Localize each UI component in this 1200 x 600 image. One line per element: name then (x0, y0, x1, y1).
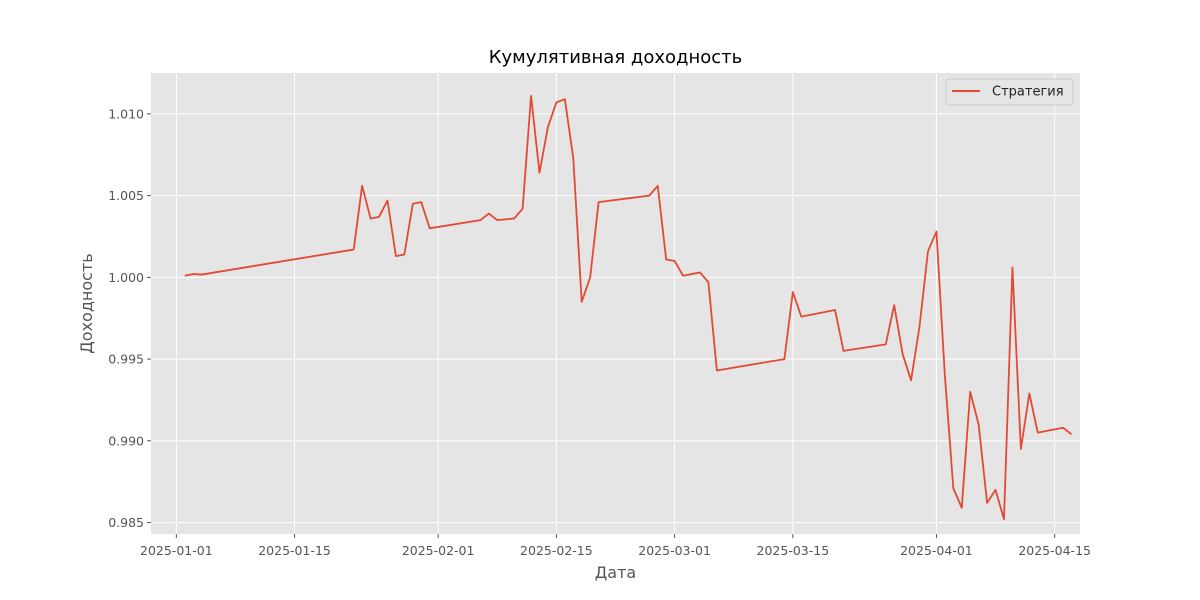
x-axis-label: Дата (595, 563, 636, 582)
x-tick-label: 2025-04-15 (1018, 543, 1091, 558)
legend-label: Стратегия (992, 85, 1064, 100)
y-axis-ticks: 0.985 0.990 0.995 1.000 1.005 1.010 (108, 106, 151, 530)
y-tick-label: 0.985 (108, 515, 144, 530)
chart-title: Кумулятивная доходность (489, 47, 742, 68)
y-axis-label: Доходность (77, 253, 96, 353)
x-tick-label: 2025-01-01 (140, 543, 213, 558)
series-line-strategy (184, 94, 1073, 521)
x-tick-label: 2025-02-01 (402, 543, 475, 558)
x-axis-ticks: 2025-01-01 2025-01-15 2025-02-01 2025-02-15… (140, 534, 1091, 558)
y-tick-label: 1.000 (108, 270, 144, 285)
legend: Стратегия (945, 78, 1074, 106)
x-tick-label: 2025-01-15 (258, 543, 331, 558)
x-tick-label: 2025-04-01 (900, 543, 973, 558)
x-tick-label: 2025-03-15 (757, 543, 830, 558)
x-tick-label: 2025-03-01 (638, 543, 711, 558)
grid (151, 73, 1080, 534)
y-tick-label: 0.995 (108, 352, 144, 367)
x-tick-label: 2025-02-15 (520, 543, 593, 558)
y-tick-label: 1.005 (108, 188, 144, 203)
y-tick-label: 1.010 (108, 106, 144, 121)
y-tick-label: 0.990 (108, 433, 144, 448)
plot-area (151, 73, 1080, 534)
legend-box (945, 78, 1074, 106)
